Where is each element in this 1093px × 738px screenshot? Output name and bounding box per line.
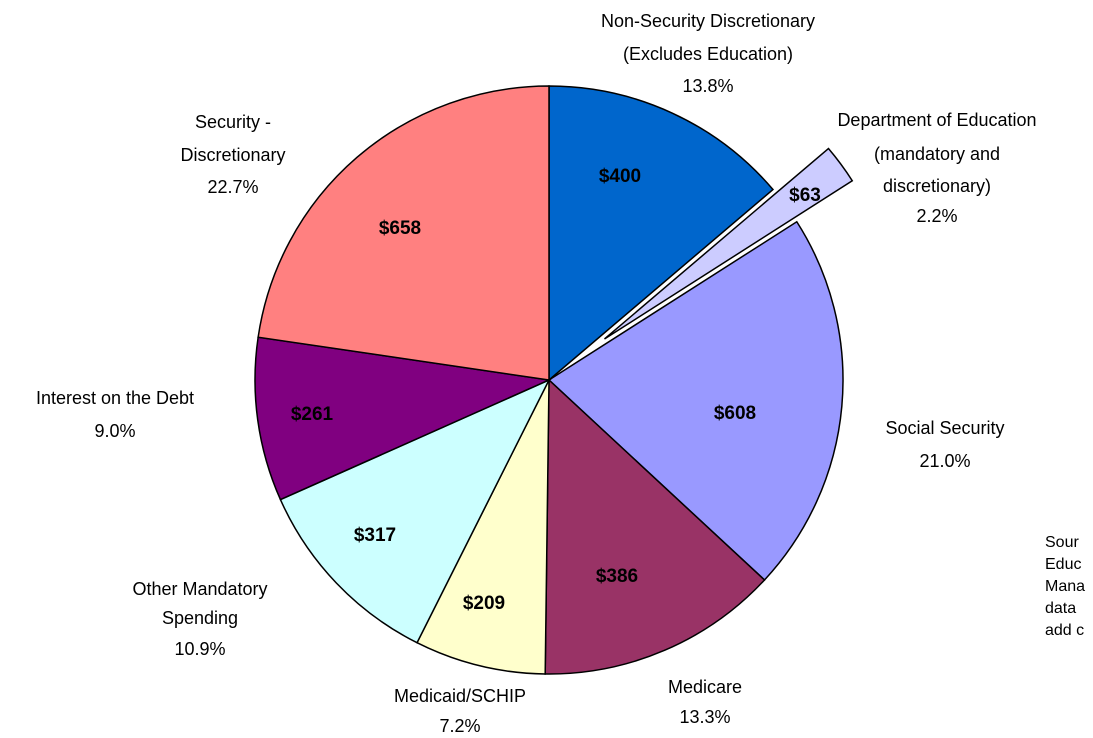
percent-label: 10.9% (174, 639, 225, 659)
source-note: add c (1045, 622, 1084, 639)
pie-slice (254, 336, 552, 501)
percent-label: 7.2% (439, 716, 480, 736)
source-note: Mana (1045, 578, 1085, 595)
value-label: $63 (789, 185, 821, 206)
category-label: (mandatory and (874, 144, 1000, 164)
source-note: Educ (1045, 556, 1081, 573)
value-label: $209 (463, 593, 505, 614)
percent-label: 13.3% (679, 707, 730, 727)
category-label: Spending (162, 608, 238, 628)
pie-slice (547, 220, 844, 582)
percent-label: 22.7% (207, 177, 258, 197)
pie-slice (279, 378, 551, 644)
value-label: $261 (291, 404, 334, 425)
pie-slice (416, 379, 550, 675)
value-label: $658 (379, 218, 421, 239)
pie-slice (548, 85, 775, 382)
value-label: $386 (596, 566, 638, 587)
value-label: $400 (599, 166, 641, 187)
pie-slice (257, 85, 550, 381)
percent-label: 13.8% (682, 76, 733, 96)
category-label: Security - (195, 112, 271, 132)
category-label: Discretionary (180, 145, 285, 165)
category-label: (Excludes Education) (623, 44, 793, 64)
category-label: Social Security (885, 418, 1004, 438)
category-label: Medicaid/SCHIP (394, 686, 526, 706)
category-label: Interest on the Debt (36, 388, 194, 408)
value-label: $608 (714, 403, 756, 424)
category-label: discretionary) (883, 176, 991, 196)
percent-label: 2.2% (916, 206, 957, 226)
category-label: Other Mandatory (132, 579, 267, 599)
category-label: Department of Education (837, 110, 1036, 130)
percent-label: 21.0% (919, 451, 970, 471)
category-label: Medicare (668, 677, 742, 697)
pie-slice (604, 147, 854, 340)
percent-label: 9.0% (94, 421, 135, 441)
category-label: Non-Security Discretionary (601, 11, 815, 31)
value-label: $317 (354, 525, 396, 546)
pie-slice (544, 378, 766, 675)
source-note: Sour (1045, 534, 1079, 551)
source-note: data (1045, 600, 1076, 617)
